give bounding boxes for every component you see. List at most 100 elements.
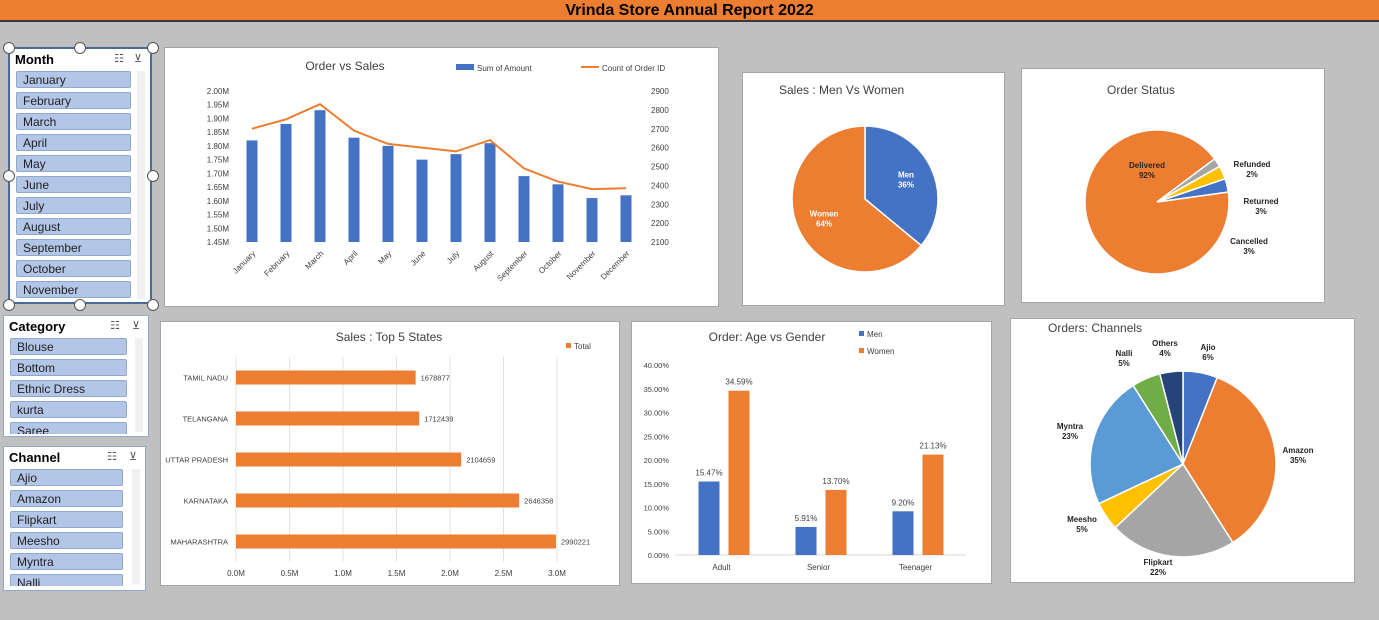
slicer-item-month[interactable]: August [16,218,131,235]
pie-value-label: 5% [1076,525,1088,534]
slicer-item-category[interactable]: Saree [10,422,127,434]
bar-men [892,511,914,555]
resize-handle[interactable] [3,42,15,54]
y2-tick-label: 2100 [651,238,669,247]
slicer-item-channel[interactable]: Flipkart [10,511,123,528]
data-label: 13.70% [822,477,849,486]
x-tick-label: 3.0M [548,569,566,578]
channel-slicer[interactable]: Channel ☷ ⊻ Ajio Amazon Flipkart Meesho Mynt… [3,446,146,591]
y-tick-label: 1.55M [207,211,230,220]
slicer-item-month[interactable]: March [16,113,131,130]
channels-panel[interactable]: Orders: Channels Ajio 6% Amazon 35% Flipkart 2… [1010,318,1355,583]
slicer-item-month[interactable]: June [16,176,131,193]
multi-select-icon[interactable]: ☷ [110,320,120,332]
slicer-item-channel[interactable]: Ajio [10,469,123,486]
legend-label-women: Women [867,347,894,356]
pie-label: Ajio [1200,343,1215,352]
order-vs-sales-panel[interactable]: Order vs Sales Sum of Amount Count of Orde… [164,47,719,307]
pie-value-label: 3% [1255,207,1267,216]
data-label: 5.91% [795,514,818,523]
x-tick-label: 1.5M [388,569,406,578]
category-slicer[interactable]: Category ☷ ⊻ Blouse Bottom Ethnic Dress kur… [3,315,149,437]
pie-label: Others [1152,339,1178,348]
month-slicer[interactable]: Month ☷ ⊻ January February March April May Ju… [8,47,152,304]
y-tick-label: 1.60M [207,197,230,206]
pie-label: Nalli [1116,349,1133,358]
slicer-item-channel[interactable]: Nalli [10,574,123,586]
slicer-item-month[interactable]: July [16,197,131,214]
x-tick-label: 0.5M [281,569,299,578]
resize-handle[interactable] [3,170,15,182]
men-vs-women-panel[interactable]: Sales : Men Vs Women Men 36% Women 64% [742,72,1005,306]
month-slicer-scrollbar[interactable] [137,71,145,299]
x-tick-label: September [495,249,529,283]
order-status-panel[interactable]: Order Status Delivered 92% Refunded 2% Return… [1021,68,1325,303]
y-tick-label: 1.65M [207,183,230,192]
slicer-title-category: Category [9,319,66,334]
x-tick-label: Senior [807,563,830,572]
resize-handle[interactable] [147,170,159,182]
x-tick-label: July [445,249,461,265]
resize-handle[interactable] [147,299,159,311]
legend-label-orders: Count of Order ID [602,64,665,73]
y-tick-label: 1.70M [207,169,230,178]
y-tick-label: 5.00% [648,527,670,536]
slicer-item-channel[interactable]: Myntra [10,553,123,570]
x-tick-label: December [599,249,632,282]
data-label: 1678877 [421,374,450,383]
multi-select-icon[interactable]: ☷ [107,451,117,463]
slicer-item-month[interactable]: October [16,260,131,277]
y2-tick-label: 2700 [651,125,669,134]
pie-value-label: 22% [1150,568,1166,577]
resize-handle[interactable] [74,42,86,54]
slicer-item-month[interactable]: January [16,71,131,88]
slicer-item-month[interactable]: September [16,239,131,256]
resize-handle[interactable] [147,42,159,54]
slicer-item-category[interactable]: Ethnic Dress [10,380,127,397]
clear-filter-icon[interactable]: ⊻ [133,53,142,65]
bar-amount [246,140,258,242]
y2-tick-label: 2800 [651,106,669,115]
x-tick-label: May [376,249,393,266]
y-tick-label: TELANGANA [183,415,228,424]
y-tick-label: 30.00% [644,409,670,418]
resize-handle[interactable] [74,299,86,311]
report-title: Vrinda Store Annual Report 2022 [565,2,814,19]
legend-swatch-total [566,343,571,348]
slicer-item-category[interactable]: Blouse [10,338,127,355]
slicer-item-category[interactable]: Bottom [10,359,127,376]
clear-filter-icon[interactable]: ⊻ [131,320,140,332]
slicer-item-month[interactable]: May [16,155,131,172]
channel-slicer-scrollbar[interactable] [132,469,140,584]
x-tick-label: April [342,249,360,267]
pie-label: Women [810,209,839,218]
y2-tick-label: 2600 [651,144,669,153]
bar-amount [280,123,292,242]
slicer-item-month[interactable]: April [16,134,131,151]
multi-select-icon[interactable]: ☷ [114,53,124,65]
top-states-panel[interactable]: Sales : Top 5 States Total 0.0M 0.5M 1.0M 1.5… [160,321,620,586]
y-tick-label: 1.45M [207,238,230,247]
pie-label: Myntra [1057,422,1084,431]
slicer-item-category[interactable]: kurta [10,401,127,418]
slicer-item-channel[interactable]: Amazon [10,490,123,507]
pie-value-label: 35% [1290,456,1306,465]
y-tick-label: 0.00% [648,551,670,560]
clear-filter-icon[interactable]: ⊻ [128,451,137,463]
slicer-item-month[interactable]: November [16,281,131,298]
slicer-item-month[interactable]: February [16,92,131,109]
slicer-item-channel[interactable]: Meesho [10,532,123,549]
pie-value-label: 5% [1118,359,1130,368]
resize-handle[interactable] [3,299,15,311]
report-title-bar: Vrinda Store Annual Report 2022 [0,0,1379,22]
category-slicer-scrollbar[interactable] [135,338,143,432]
slicer-title-month: Month [15,52,54,67]
y2-tick-label: 2200 [651,219,669,228]
x-tick-label: June [409,249,428,268]
data-label: 15.47% [695,469,722,478]
data-label: 9.20% [892,498,915,507]
legend-swatch-women [859,348,864,353]
bar-amount [518,176,530,242]
age-vs-gender-panel[interactable]: Order: Age vs Gender Men Women 40.00% 35.00%… [631,321,992,584]
bar-state [236,411,420,426]
